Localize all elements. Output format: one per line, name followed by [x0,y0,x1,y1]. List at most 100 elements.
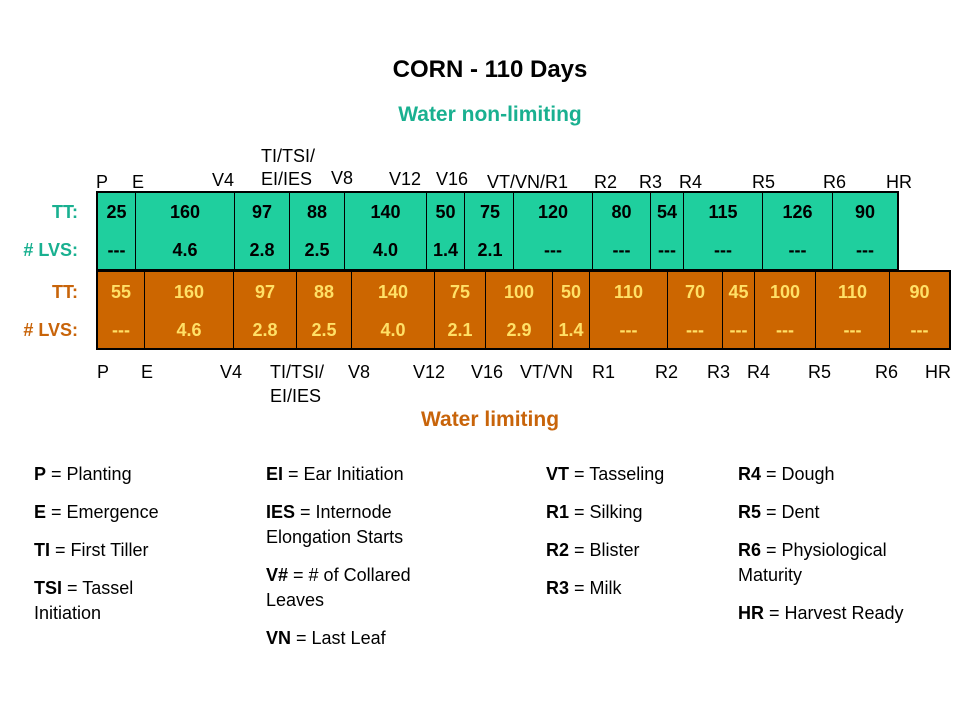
tt-cell: 160 [169,202,201,222]
divider [351,272,352,348]
legend-text: = Dough [761,464,835,484]
divider [434,272,435,348]
tt-cell: 70 [684,282,706,302]
legend-text: = Harvest Ready [764,603,904,623]
bottom-stage-label: V16 [471,362,504,382]
legend-column-3: VT = Tasseling R1 = Silking R2 = Blister… [546,462,726,601]
legend-code: V# [266,565,289,585]
lvs-cell: --- [776,320,794,340]
legend-code: R6 [738,540,762,560]
legend-text: = Planting [46,464,132,484]
bottom-stage-label: R5 [808,362,832,382]
lvs-cell: --- [619,320,638,340]
legend-item: VT = Tasseling [546,462,726,487]
legend-item: IES = Internode Elongation Starts [266,500,441,550]
tt-cell: 90 [909,282,930,302]
legend-text: = Silking [569,502,643,522]
legend-code: VT [546,464,570,484]
divider [234,193,235,269]
lvs-cell: --- [856,240,874,260]
divider [754,272,755,348]
divider [344,193,345,269]
bottom-stage-label: V4 [220,362,243,382]
top-stage-label: R4 [679,172,703,192]
bottom-stage-label: R6 [875,362,899,382]
tt-cell: 54 [656,202,678,222]
tt-cell: 160 [173,282,205,302]
tt-label-green: TT: [52,202,78,222]
top-stage-label: HR [886,172,912,192]
bottom-stage-label: R4 [747,362,771,382]
bottom-stage-label: E [141,362,154,382]
top-stage-label: R2 [594,172,618,192]
divider [513,193,514,269]
legend-code: E [34,502,47,522]
bottom-stage-label: V8 [348,362,371,382]
divider [832,193,833,269]
lvs-cell: 2.8 [252,320,278,340]
tt-cell: 75 [449,282,471,302]
legend-text: = Blister [569,540,640,560]
lvs-cell: 2.9 [506,320,532,340]
legend-code: EI [266,464,284,484]
legend-code: R1 [546,502,570,522]
legend-code: P [34,464,47,484]
legend-item: TI = First Tiller [34,538,249,563]
divider [762,193,763,269]
lvs-cell: 2.1 [477,240,503,260]
legend-item: VN = Last Leaf [266,626,466,651]
divider [485,272,486,348]
legend-text: = Tasseling [569,464,665,484]
legend-item: E = Emergence [34,500,249,525]
tt-cell: 25 [106,202,127,222]
water-limiting-band [96,270,951,350]
lvs-cell: 2.5 [311,320,337,340]
tt-cell: 126 [782,202,813,222]
lvs-cell: --- [714,240,732,260]
divider [464,193,465,269]
divider [683,193,684,269]
bottom-stage-label: VT/VN [520,362,574,382]
tt-cell: 100 [503,282,535,302]
legend-item: R1 = Silking [546,500,726,525]
bottom-stage-label: R3 [707,362,731,382]
tt-cell: 140 [370,202,401,222]
tt-cell: 110 [613,282,644,302]
legend-text: = Internode Elongation Starts [266,502,404,547]
lvs-cell: 1.4 [558,320,584,340]
lvs-cell: 2.5 [304,240,330,260]
lvs-cell: 4.0 [380,320,406,340]
legend-text: = Last Leaf [291,628,386,648]
tt-cell: 115 [708,202,738,222]
legend-text: = Milk [569,578,622,598]
legend-text: = First Tiller [50,540,149,560]
divider [722,272,723,348]
legend-item: R4 = Dough [738,462,948,487]
legend-item: HR = Harvest Ready [738,601,948,626]
lvs-label-green: # LVS: [23,240,78,260]
divider [289,193,290,269]
divider [135,193,136,269]
lvs-cell: --- [612,240,631,260]
divider [552,272,553,348]
tt-cell: 50 [560,282,582,302]
tt-cell: 50 [435,202,456,222]
legend-text: = Emergence [46,502,159,522]
divider [889,272,890,348]
bottom-stage-label: P [97,362,110,382]
legend-item: V# = # of Collared Leaves [266,563,446,613]
lvs-cell: 1.4 [432,240,459,260]
legend-text: = Physiological Maturity [738,540,887,585]
top-stage-label: V8 [331,168,354,188]
bottom-stage-label: R2 [655,362,679,382]
top-stage-label: V4 [212,170,235,190]
legend-item: TSI = Tassel Initiation [34,576,174,626]
lvs-cell: 4.6 [176,320,202,340]
divider [144,272,145,348]
page-title: CORN - 110 Days [392,56,588,83]
top-stage-label: R5 [752,172,776,192]
lvs-cell: --- [544,240,562,260]
tt-cell: 75 [479,202,501,222]
lvs-cell: --- [658,240,676,260]
divider [592,193,593,269]
